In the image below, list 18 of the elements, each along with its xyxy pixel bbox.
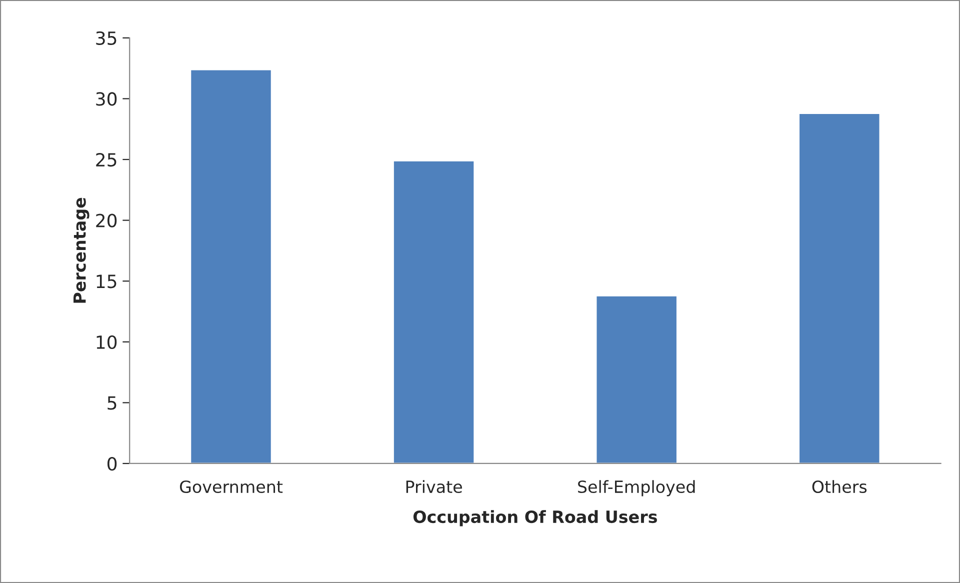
y-axis-title: Percentage bbox=[74, 198, 90, 303]
x-tick-label: Private bbox=[406, 480, 462, 494]
y-tick-label: 35 bbox=[96, 31, 116, 46]
y-tick-label: 5 bbox=[108, 396, 116, 410]
y-tick-label: 25 bbox=[96, 152, 116, 167]
y-tick-label: 10 bbox=[96, 335, 117, 350]
bar bbox=[190, 68, 272, 464]
bar bbox=[798, 112, 881, 464]
x-tick-label: Government bbox=[180, 480, 283, 494]
y-tick-label: 30 bbox=[96, 92, 117, 106]
bar bbox=[595, 294, 678, 464]
y-tick-label: 20 bbox=[96, 214, 117, 228]
x-tick-label: Self-Employed bbox=[578, 480, 695, 496]
bar bbox=[392, 160, 476, 464]
y-tick-label: 15 bbox=[96, 274, 116, 288]
x-axis-title: Occupation Of Road Users bbox=[413, 510, 657, 526]
y-tick-label: 0 bbox=[107, 456, 117, 471]
x-tick-label: Others bbox=[812, 480, 867, 494]
